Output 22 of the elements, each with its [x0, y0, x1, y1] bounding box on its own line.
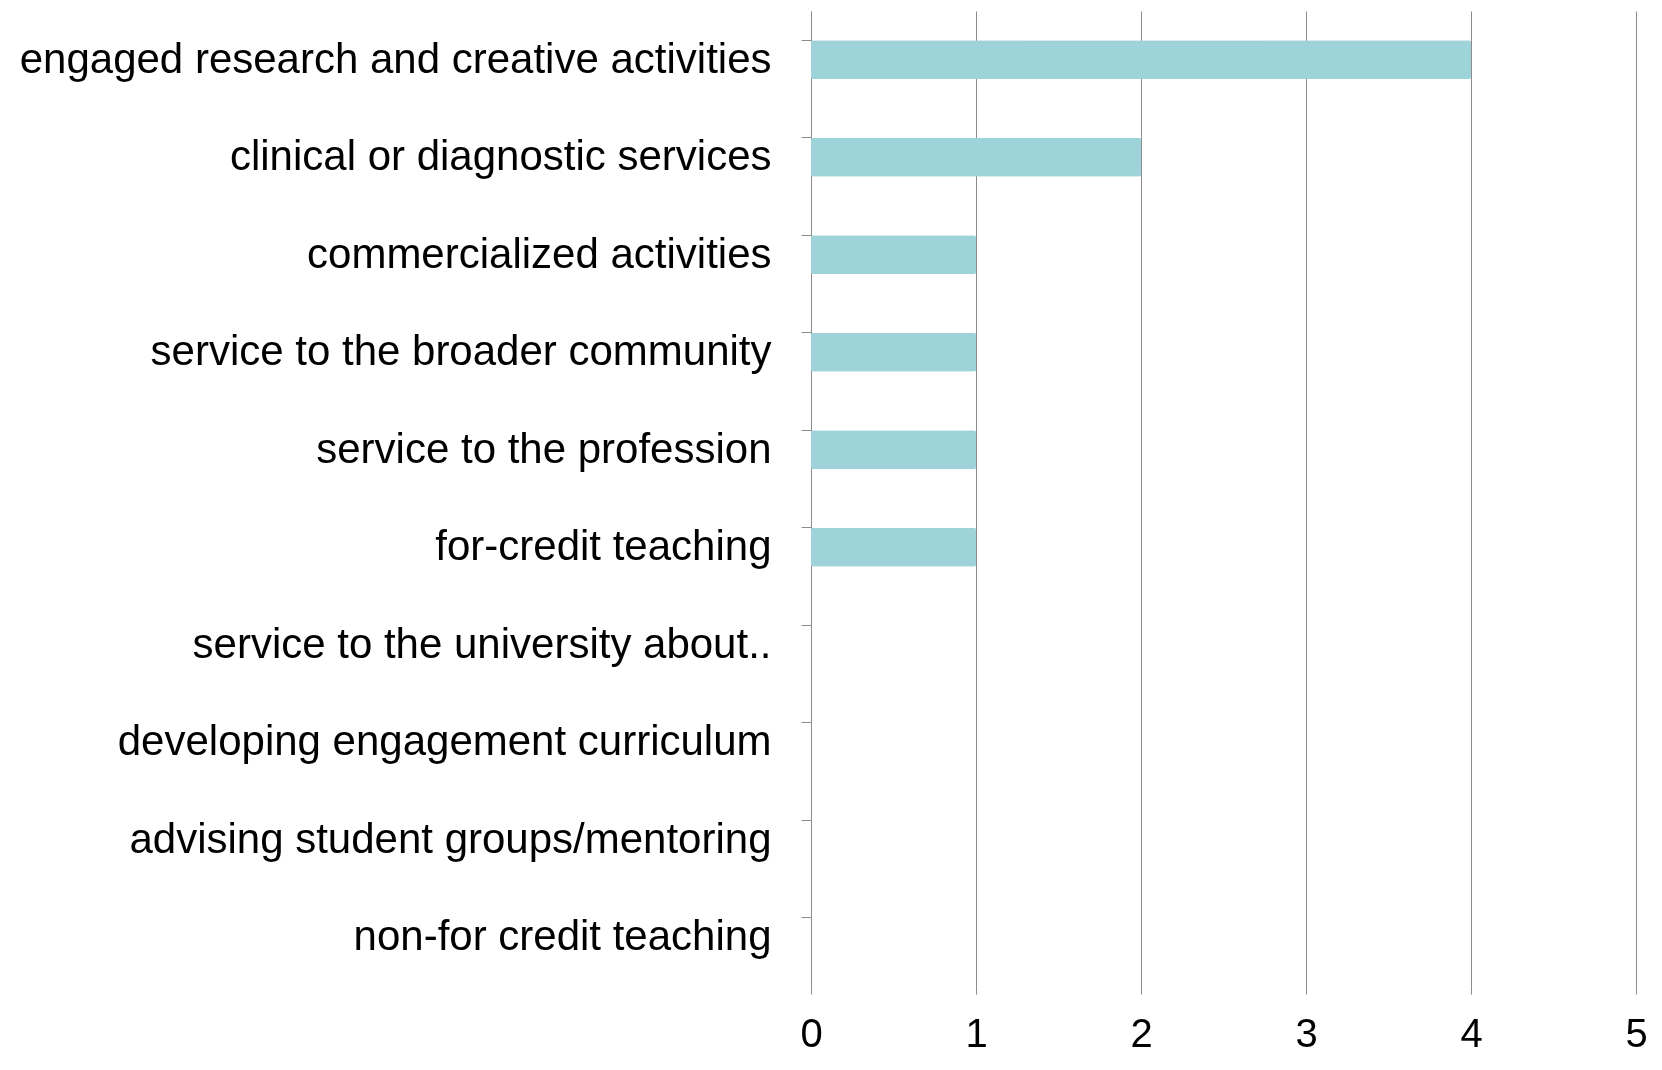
bar — [811, 527, 976, 567]
x-tick-label: 2 — [1130, 1010, 1153, 1055]
x-tick-label: 1 — [965, 1010, 988, 1055]
y-tick-label: advising student groups/mentoring — [129, 814, 772, 862]
y-tick-label: service to the profession — [316, 424, 772, 472]
x-tick-label: 0 — [800, 1010, 823, 1055]
y-tick-label: for-credit teaching — [435, 522, 772, 570]
bar — [811, 40, 1471, 80]
y-tick-label: commercialized activities — [307, 229, 772, 277]
y-tick-label: clinical or diagnostic services — [229, 132, 772, 180]
y-tick-label: engaged research and creative activities — [19, 34, 772, 82]
x-tick-label: 4 — [1460, 1010, 1483, 1055]
bar — [811, 430, 976, 470]
y-tick-label: service to the university about.. — [192, 619, 772, 667]
x-tick-label: 5 — [1625, 1010, 1648, 1055]
bar — [811, 137, 1141, 177]
bar — [811, 332, 976, 372]
bar — [811, 235, 976, 275]
y-tick-label: developing engagement curriculum — [117, 717, 772, 765]
y-tick-label: service to the broader community — [150, 327, 772, 375]
y-tick-label: non-for credit teaching — [353, 912, 772, 960]
x-tick-label: 3 — [1295, 1010, 1318, 1055]
